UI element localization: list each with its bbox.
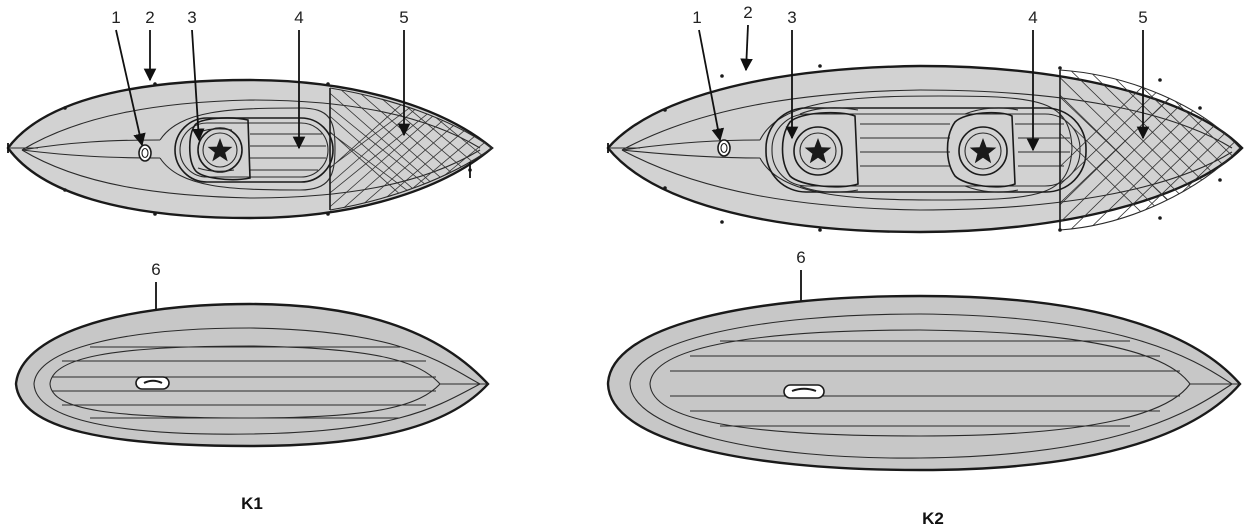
k1-hull-top — [6, 78, 494, 220]
caption-k2: K2 — [922, 509, 944, 528]
callout-5: 5 — [1138, 8, 1147, 27]
k1-cargo-net — [329, 87, 493, 211]
callout-1: 1 — [111, 8, 120, 27]
callout-5: 5 — [399, 8, 408, 27]
k2-hull-top — [606, 64, 1244, 234]
k1-hull-bottom — [14, 302, 490, 448]
k2-top-view — [606, 64, 1244, 234]
k1-top-view — [6, 78, 494, 220]
callout-4: 4 — [294, 8, 303, 27]
callout-4: 4 — [1028, 8, 1037, 27]
callout-1: 1 — [692, 8, 701, 27]
star-icon — [969, 138, 997, 164]
drain-valve-icon — [717, 139, 731, 157]
callout-2: 2 — [743, 3, 752, 22]
k1-cockpit — [174, 117, 334, 183]
skeg-slot-icon — [783, 384, 825, 399]
star-icon — [804, 138, 832, 164]
k2-seat-rear — [946, 107, 1019, 193]
k1-callouts: 1 2 3 4 5 6 — [111, 8, 411, 372]
drain-valve-icon — [138, 144, 152, 162]
skeg-slot-icon — [135, 376, 170, 390]
callout-3: 3 — [787, 8, 796, 27]
callout-6: 6 — [796, 248, 805, 267]
star-icon — [207, 138, 233, 162]
k2-seat-front — [781, 107, 859, 193]
callout-6: 6 — [151, 260, 160, 279]
callout-2: 2 — [145, 8, 154, 27]
k2-hull-bottom — [606, 294, 1242, 472]
caption-k1: K1 — [241, 494, 263, 513]
callout-3: 3 — [187, 8, 196, 27]
k1-bottom-view — [14, 302, 490, 448]
k1-seat — [188, 117, 251, 181]
k2-bottom-view — [606, 294, 1242, 472]
k2-cockpit — [765, 107, 1087, 193]
